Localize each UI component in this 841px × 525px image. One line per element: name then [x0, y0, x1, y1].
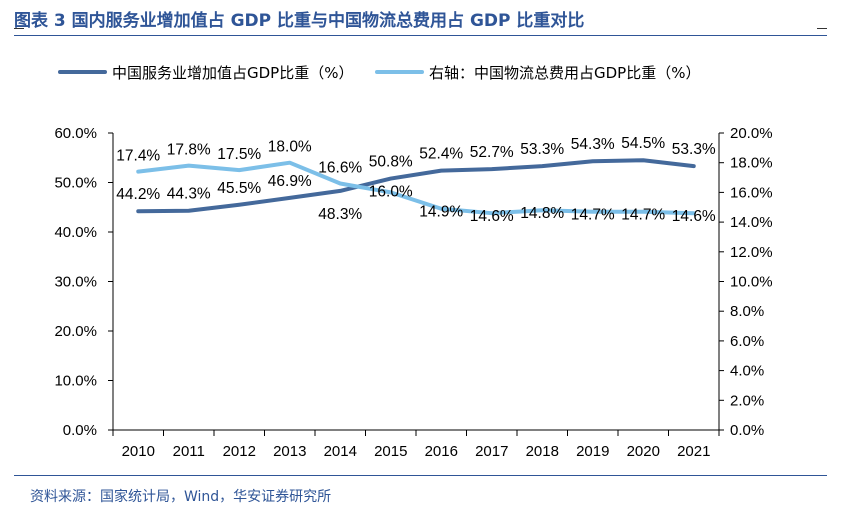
- axes: 0.0% 10.0% 20.0% 30.0% 40.0% 50.0% 60.0% 0.0% 2.…: [54, 125, 772, 460]
- x-tick-label: 2018: [526, 443, 559, 460]
- x-tick-label: 2017: [475, 443, 508, 460]
- logistics-data-label: 14.9%: [419, 204, 463, 221]
- left-tick-label: 20.0%: [54, 323, 97, 340]
- logistics-data-label: 14.6%: [470, 208, 514, 225]
- service-data-label: 53.3%: [520, 141, 564, 158]
- right-tick-label: 2.0%: [730, 392, 764, 409]
- x-tick-label: 2021: [677, 443, 710, 460]
- header-corner-right: [817, 28, 827, 29]
- footer-rule: [14, 475, 827, 476]
- x-tick-label: 2019: [576, 443, 609, 460]
- left-tick-label: 0.0%: [63, 422, 97, 439]
- service-data-label: 44.2%: [116, 186, 160, 203]
- right-tick-label: 0.0%: [730, 422, 764, 439]
- logistics-data-label: 16.6%: [318, 159, 362, 176]
- legend-label-logistics: 右轴：中国物流总费用占GDP比重（%）: [429, 64, 700, 82]
- legend: 中国服务业增加值占GDP比重（%） 右轴：中国物流总费用占GDP比重（%）: [58, 64, 700, 82]
- right-tick-label: 4.0%: [730, 363, 764, 380]
- right-tick-label: 6.0%: [730, 333, 764, 350]
- right-tick-label: 20.0%: [730, 125, 773, 142]
- title-rule: [14, 35, 827, 36]
- x-tick-label: 2011: [173, 443, 205, 460]
- x-tick-label: 2013: [273, 443, 306, 460]
- logistics-data-label: 17.8%: [167, 142, 211, 159]
- logistics-data-label: 16.0%: [369, 183, 413, 200]
- figure-title: 图表 3 国内服务业增加值占 GDP 比重与中国物流总费用占 GDP 比重对比: [14, 11, 585, 31]
- x-tick-label: 2020: [627, 443, 660, 460]
- service-data-label: 54.5%: [621, 135, 665, 152]
- x-tick-label: 2016: [425, 443, 458, 460]
- source-note: 资料来源：国家统计局，Wind，华安证券研究所: [30, 489, 332, 505]
- left-tick-label: 60.0%: [54, 125, 97, 142]
- service-data-label: 48.3%: [318, 206, 362, 223]
- service-data-label: 44.3%: [167, 186, 211, 203]
- data-labels: 44.2% 44.3% 45.5% 46.9% 48.3% 50.8% 52.4% 52.7%…: [116, 135, 716, 225]
- left-tick-label: 40.0%: [54, 224, 97, 241]
- right-tick-label: 8.0%: [730, 303, 764, 320]
- logistics-data-label: 17.5%: [217, 146, 261, 163]
- x-tick-label: 2012: [223, 443, 256, 460]
- service-data-label: 50.8%: [369, 154, 413, 171]
- service-data-label: 45.5%: [217, 180, 261, 197]
- x-tick-label: 2010: [122, 443, 155, 460]
- logistics-data-label: 14.6%: [672, 208, 716, 225]
- logistics-data-label: 14.7%: [621, 207, 665, 224]
- x-tick-label: 2015: [374, 443, 407, 460]
- logistics-data-label: 17.4%: [116, 148, 160, 165]
- x-tick-label: 2014: [324, 443, 357, 460]
- logistics-data-label: 18.0%: [268, 139, 312, 156]
- service-data-label: 46.9%: [268, 173, 312, 190]
- right-tick-label: 12.0%: [730, 244, 773, 261]
- left-tick-label: 30.0%: [54, 274, 97, 291]
- logistics-data-label: 14.7%: [571, 207, 615, 224]
- series-lines: [136, 158, 696, 216]
- legend-label-service: 中国服务业增加值占GDP比重（%）: [112, 64, 353, 82]
- service-data-label: 52.7%: [470, 144, 514, 161]
- series-line-logistics: [136, 160, 696, 216]
- service-data-label: 53.3%: [672, 141, 716, 158]
- service-data-label: 52.4%: [419, 146, 463, 163]
- right-tick-label: 10.0%: [730, 274, 773, 291]
- header-corner-left: [14, 28, 24, 29]
- right-tick-label: 16.0%: [730, 184, 773, 201]
- left-tick-label: 10.0%: [54, 373, 97, 390]
- right-tick-label: 14.0%: [730, 214, 773, 231]
- left-tick-label: 50.0%: [54, 175, 97, 192]
- logistics-data-label: 14.8%: [520, 205, 564, 222]
- right-tick-label: 18.0%: [730, 155, 773, 172]
- service-data-label: 54.3%: [571, 136, 615, 153]
- series-line-service: [136, 158, 696, 214]
